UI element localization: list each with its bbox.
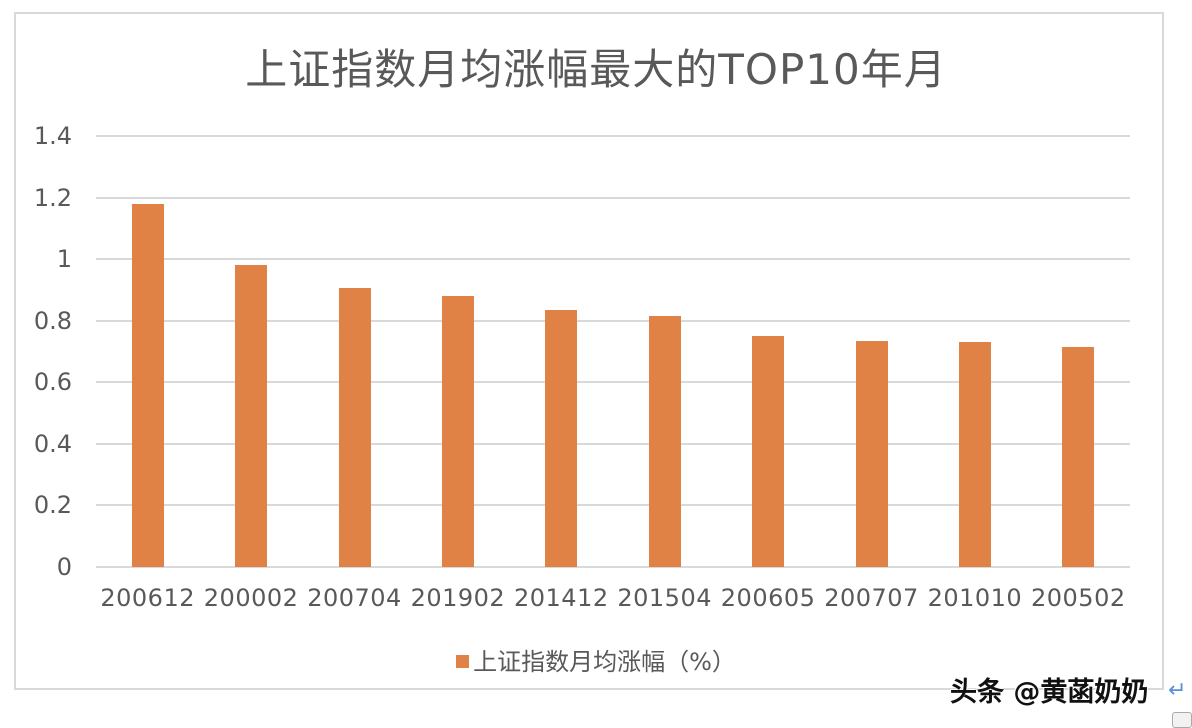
gridline: [96, 381, 1130, 384]
cropped-document-text: [0, 0, 1192, 6]
plot-area: [96, 135, 1130, 568]
y-tick-label: 0: [56, 553, 72, 581]
y-tick-label: 1.4: [33, 122, 72, 150]
y-tick-label: 1.2: [33, 183, 72, 212]
x-tick-label: 200502: [1030, 584, 1126, 612]
gridline: [96, 196, 1130, 199]
bar-200502[interactable]: [1062, 346, 1095, 567]
x-tick-label: 201412: [513, 584, 609, 612]
y-tick-label: 1: [56, 245, 72, 274]
gridline: [96, 258, 1130, 261]
x-tick-label: 201902: [410, 584, 506, 612]
y-tick-label: 0.6: [33, 368, 72, 397]
legend-label: 上证指数月均涨幅（%）: [473, 648, 736, 676]
y-tick-label: 0.8: [33, 306, 72, 335]
x-tick-label: 200612: [100, 584, 195, 612]
bar-201902[interactable]: [441, 296, 474, 567]
legend-swatch-icon: [456, 654, 470, 668]
x-tick-label: 201010: [927, 584, 1023, 612]
bar-200605[interactable]: [752, 336, 785, 567]
gridline: [96, 135, 1130, 137]
bar-200612[interactable]: [131, 203, 164, 567]
x-tick-label: 200002: [203, 584, 299, 612]
gridline: [96, 504, 1130, 507]
bar-201412[interactable]: [545, 309, 578, 567]
bar-201504[interactable]: [648, 316, 681, 567]
gridline: [96, 566, 1130, 568]
legend: 上证指数月均涨幅（%）: [0, 642, 1192, 677]
watermark: 头条 @黄菡奶奶: [950, 677, 1149, 708]
bar-201010[interactable]: [958, 342, 991, 567]
x-tick-label: 200704: [307, 584, 402, 612]
resize-handle-icon[interactable]: [1172, 712, 1192, 728]
chart-title: 上证指数月均涨幅最大的TOP10年月: [245, 45, 947, 94]
x-tick-label: 200707: [824, 584, 919, 612]
x-tick-label: 201504: [617, 584, 712, 612]
paragraph-return-icon: ↵: [1168, 678, 1187, 703]
y-tick-label: 0.4: [33, 429, 72, 458]
bar-200002[interactable]: [235, 265, 268, 567]
bar-200704[interactable]: [338, 288, 371, 567]
bar-200707[interactable]: [855, 340, 888, 567]
x-tick-label: 200605: [720, 584, 816, 612]
gridline: [96, 319, 1130, 322]
y-tick-label: 0.2: [33, 491, 72, 520]
gridline: [96, 442, 1130, 445]
